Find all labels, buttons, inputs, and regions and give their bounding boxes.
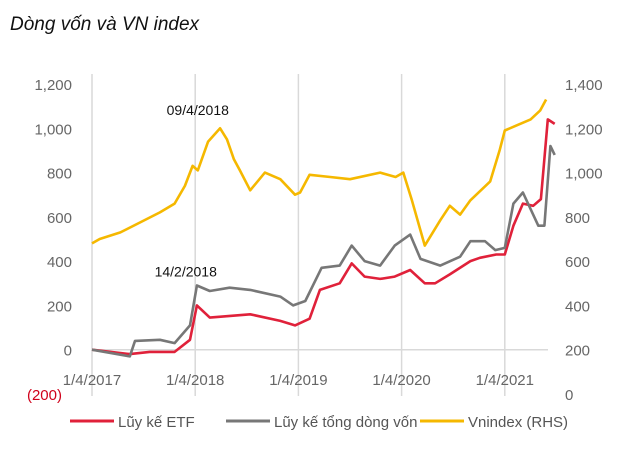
y-left-tick-label: 0 [64, 343, 72, 360]
legend-label: Vnindex (RHS) [468, 414, 568, 431]
y-right-tick-label: 400 [565, 298, 590, 315]
y-left-tick-label: 200 [47, 298, 72, 315]
y-right-tick-label: 0 [565, 387, 573, 404]
y-left-tick-label: 800 [47, 166, 72, 183]
series-line-vnindex-rhs- [91, 98, 548, 247]
series-line-l-y-k-etf [91, 118, 556, 356]
y-left-tick-label: (200) [27, 387, 62, 404]
y-left-tick-label: 400 [47, 254, 72, 271]
y-left-tick-label: 600 [47, 210, 72, 227]
x-tick-label: 1/4/2018 [166, 372, 224, 389]
x-tick-label: 1/4/2019 [269, 372, 327, 389]
y-right-tick-label: 600 [565, 254, 590, 271]
chart-title: Dòng vốn và VN index [10, 14, 200, 35]
annotation-label: 14/2/2018 [155, 264, 217, 280]
x-tick-label: 1/4/2017 [63, 372, 121, 389]
legend-label: Lũy kế ETF [118, 414, 195, 431]
x-tick-label: 1/4/2020 [372, 372, 430, 389]
y-right-tick-label: 200 [565, 343, 590, 360]
y-right-tick-label: 1,200 [565, 121, 603, 138]
legend-label: Lũy kế tổng dòng vốn [274, 414, 417, 431]
y-right-tick-label: 1,000 [565, 166, 603, 183]
y-right-tick-label: 800 [565, 210, 590, 227]
y-right-tick-label: 1,400 [565, 77, 603, 94]
y-left-tick-label: 1,000 [34, 121, 72, 138]
y-left-tick-label: 1,200 [34, 77, 72, 94]
x-tick-label: 1/4/2021 [476, 372, 534, 389]
series-line-l-y-k-t-ng-d-ng-v-n [91, 144, 556, 358]
annotation-label: 09/4/2018 [167, 102, 229, 118]
